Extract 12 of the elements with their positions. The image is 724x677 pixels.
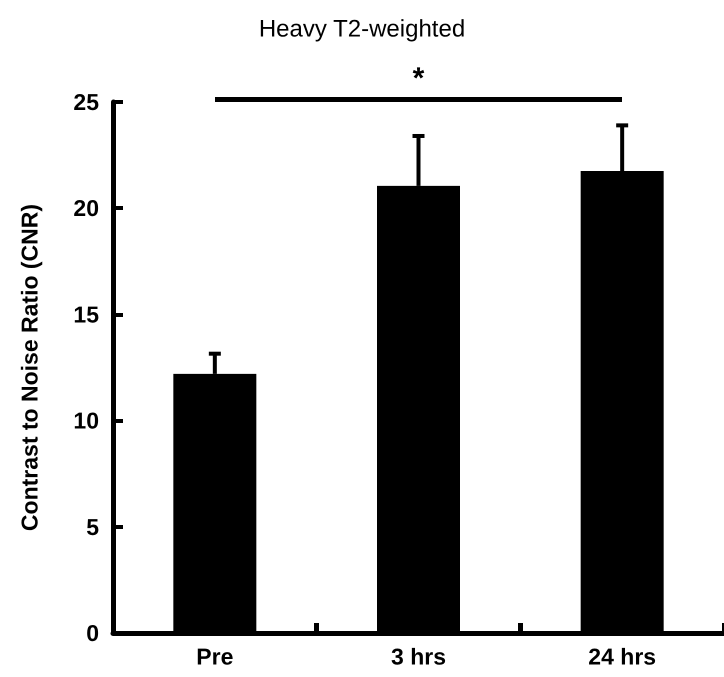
- y-tick-label: 10: [73, 408, 99, 434]
- y-tick-label: 20: [73, 195, 99, 222]
- text: *: [412, 62, 426, 96]
- y-tick-label: 5: [86, 514, 100, 540]
- y-tick-label: 15: [73, 301, 100, 328]
- x-tick-label: 24 hrs: [588, 644, 656, 670]
- y-axis-title: Contrast to Noise Ratio (CNR): [16, 204, 42, 532]
- x-tick-label: Pre: [196, 644, 234, 670]
- x-tick-label: 3 hrs: [391, 644, 446, 670]
- chart-title: Heavy T2-weighted: [258, 16, 466, 42]
- y-tick-label: 0: [86, 620, 99, 646]
- y-tick-label: 25: [73, 89, 100, 115]
